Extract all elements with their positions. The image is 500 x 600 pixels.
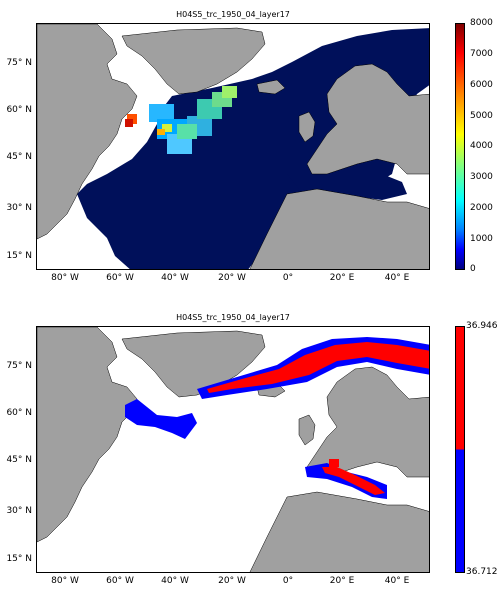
bottom-med-red — [322, 467, 385, 495]
top-colorbar-tick-8000: 8000 — [470, 18, 493, 28]
bottom-labrador-blue — [125, 399, 197, 439]
bottom-x-tick-40w: 40° W — [161, 576, 189, 586]
bottom-y-tick-30n: 30° N — [6, 506, 32, 516]
bottom-north-america — [37, 327, 138, 543]
top-colorbar-tick-0: 0 — [470, 264, 476, 274]
top-colorbar-tick-5000: 5000 — [470, 111, 493, 121]
top-x-tick-40w: 40° W — [161, 273, 189, 283]
top-europe — [306, 63, 429, 175]
top-y-tick-45n: 45° N — [6, 152, 32, 162]
top-x-tick-20w: 20° W — [218, 273, 246, 283]
top-colorbar-tick-2000: 2000 — [470, 203, 493, 213]
top-y-tick-30n: 30° N — [6, 203, 32, 213]
top-y-tick-75n: 75° N — [6, 58, 32, 68]
bottom-y-tick-60n: 60° N — [6, 408, 32, 418]
top-map-title: H04S5_trc_1950_04_layer17 — [176, 10, 290, 19]
bottom-x-tick-20e: 20° E — [329, 576, 355, 586]
bottom-x-tick-40e: 40° E — [384, 576, 410, 586]
bottom-med-red-patch — [329, 459, 339, 467]
top-x-tick-60w: 60° W — [106, 273, 134, 283]
top-colorbar-tick-7000: 7000 — [470, 49, 493, 59]
bottom-europe — [306, 366, 429, 478]
bottom-x-tick-20w: 20° W — [218, 576, 246, 586]
top-colorbar — [455, 23, 465, 270]
bottom-colorbar-tick-min: 36.712 — [466, 567, 498, 577]
bottom-x-tick-0: 0° — [282, 576, 294, 586]
top-iceland — [256, 79, 286, 95]
bottom-y-tick-15n: 15° N — [6, 554, 32, 564]
top-colorbar-tick-1000: 1000 — [470, 234, 493, 244]
top-tracer-plume — [125, 86, 237, 154]
top-british-isles — [298, 111, 316, 143]
top-x-tick-20e: 20° E — [329, 273, 355, 283]
bottom-colorbar-tick-max: 36.946 — [466, 321, 498, 331]
top-y-tick-60n: 60° N — [6, 105, 32, 115]
top-map — [36, 23, 430, 270]
bottom-africa — [249, 491, 429, 572]
top-y-tick-15n: 15° N — [6, 251, 32, 261]
top-africa — [249, 188, 429, 269]
bottom-map-title: H04S5_trc_1950_04_layer17 — [176, 313, 290, 322]
top-colorbar-tick-6000: 6000 — [470, 80, 493, 90]
top-map-svg — [37, 24, 429, 269]
bottom-y-tick-45n: 45° N — [6, 455, 32, 465]
bottom-x-tick-80w: 80° W — [51, 576, 79, 586]
bottom-y-tick-75n: 75° N — [6, 361, 32, 371]
top-greenland — [121, 27, 266, 95]
bottom-british-isles — [298, 414, 316, 446]
bottom-x-tick-60w: 60° W — [106, 576, 134, 586]
bottom-colorbar — [455, 326, 465, 573]
top-x-tick-0: 0° — [282, 273, 294, 283]
bottom-map — [36, 326, 430, 573]
top-x-tick-80w: 80° W — [51, 273, 79, 283]
top-colorbar-tick-4000: 4000 — [470, 141, 493, 151]
top-north-america — [37, 24, 138, 240]
top-x-tick-40e: 40° E — [384, 273, 410, 283]
bottom-map-svg — [37, 327, 429, 572]
bottom-nordic-red — [207, 342, 429, 393]
top-colorbar-tick-3000: 3000 — [470, 172, 493, 182]
